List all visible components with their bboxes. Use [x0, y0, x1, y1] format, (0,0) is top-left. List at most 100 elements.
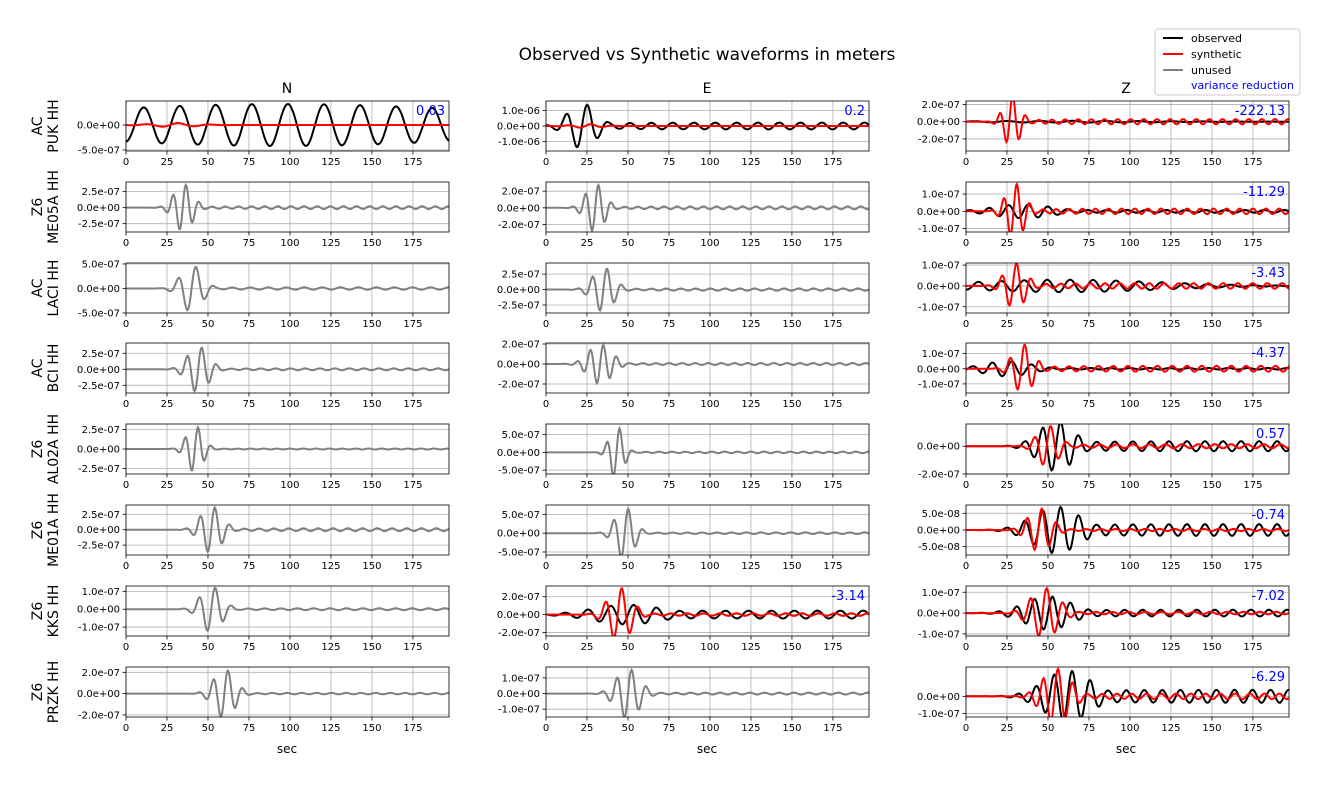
panel-traces: [966, 343, 1289, 392]
x-tick-label: 175: [823, 238, 842, 249]
x-tick-label: 0: [543, 723, 549, 734]
x-tick-label: 125: [741, 561, 760, 572]
unused-trace: [126, 505, 449, 554]
synthetic-trace: [966, 182, 1289, 232]
station-name-label: LACI HH: [46, 260, 62, 317]
x-tick-label: 75: [1083, 399, 1096, 410]
x-tick-label: 0: [543, 157, 549, 168]
x-tick-label: 25: [581, 723, 594, 734]
x-tick-label: 125: [1161, 561, 1180, 572]
y-tick-label: -1.0e-07: [918, 379, 960, 390]
observed-trace: [126, 103, 449, 148]
x-tick-label: 175: [403, 561, 422, 572]
x-tick-label: 25: [1001, 399, 1014, 410]
panel-z6-kks-hh-z: 1.0e-07 0.0e+00 -1.0e-070 25 50 75 100 125 150 17…: [917, 585, 1290, 653]
station-network-label: Z6: [30, 521, 46, 540]
y-tick-label: 0.0e+00: [77, 365, 120, 376]
x-tick-label: 75: [663, 480, 676, 491]
panel-z6-me05a-hh-e: 2.0e-07 0.0e+00 -2.0e-070 25 50 75 100 125 150 17…: [497, 181, 870, 249]
panel-frame: [545, 342, 870, 394]
x-tick-label: 100: [280, 319, 299, 330]
x-tick-label: 150: [362, 642, 381, 653]
panel-traces: [966, 101, 1289, 145]
x-tick-label: 25: [161, 399, 174, 410]
x-tick-label: 50: [622, 319, 635, 330]
x-tick-label: 0: [963, 157, 969, 168]
x-tick-label: 0: [123, 561, 129, 572]
y-tick-label: -1.0e-06: [498, 137, 540, 148]
x-tick-label: 100: [280, 157, 299, 168]
panel-traces: [546, 667, 869, 717]
y-tick-label: -2.5e-07: [78, 219, 120, 230]
unused-trace: [126, 668, 449, 717]
panel-z6-al02a-hh-n: 2.5e-07 0.0e+00 -2.5e-070 25 50 75 100 125 150 17…: [77, 423, 450, 491]
unused-trace: [546, 425, 869, 474]
x-tick-label: 125: [1161, 642, 1180, 653]
panel-z6-kks-hh-n: 1.0e-07 0.0e+00 -1.0e-070 25 50 75 100 125 150 17…: [77, 585, 450, 653]
x-tick-label: 75: [1083, 319, 1096, 330]
panel-ac-puk-hh-e: 1.0e-06 0.0e+00 -1.0e-060 25 50 75 100 125 150 17…: [497, 100, 870, 168]
y-tick-label: -2.0e-07: [498, 628, 540, 639]
y-tick-label: 0.0e+00: [77, 203, 120, 214]
y-tick-label: 0.0e+00: [77, 121, 120, 132]
variance-reduction-value: -3.14: [831, 589, 865, 604]
variance-reduction-value: 0.03: [416, 104, 445, 119]
y-tick-label: 2.5e-07: [82, 187, 120, 198]
synthetic-trace: [966, 263, 1289, 308]
x-tick-label: 100: [1120, 723, 1139, 734]
x-tick-label: 150: [362, 238, 381, 249]
panel-z6-al02a-hh-e: 5.0e-07 0.0e+00 -5.0e-070 25 50 75 100 125 150 17…: [497, 423, 870, 491]
figure-title: Observed vs Synthetic waveforms in meter…: [519, 45, 896, 65]
panel-frame: [545, 181, 870, 233]
x-tick-label: 150: [782, 723, 801, 734]
y-tick-label: 0.0e+00: [497, 285, 540, 296]
panel-traces: [126, 103, 449, 148]
y-tick-label: -1.0e-07: [918, 709, 960, 720]
x-tick-label: 75: [243, 480, 256, 491]
x-tick-label: 25: [581, 480, 594, 491]
y-tick-label: 1.0e-07: [922, 190, 960, 201]
synthetic-trace: [966, 424, 1289, 466]
y-tick-label: 2.0e-07: [82, 668, 120, 679]
panel-frame: [125, 181, 450, 233]
station-network-label: Z6: [30, 440, 46, 459]
column-headers: N E Z: [282, 81, 1131, 97]
x-tick-label: 150: [782, 319, 801, 330]
x-tick-label: 125: [741, 319, 760, 330]
x-tick-label: 0: [123, 157, 129, 168]
y-tick-label: -2.5e-07: [78, 381, 120, 392]
x-tick-label: 25: [1001, 561, 1014, 572]
x-tick-label: 125: [1161, 238, 1180, 249]
x-tick-label: 100: [1120, 319, 1139, 330]
panel-frame: [965, 504, 1290, 556]
x-tick-label: 50: [622, 157, 635, 168]
panel-frame: [965, 181, 1290, 233]
y-tick-label: 0.0e+00: [917, 281, 960, 292]
x-tick-label: 50: [622, 399, 635, 410]
y-tick-label: 0.0e+00: [917, 692, 960, 703]
panel-traces: [546, 343, 869, 386]
x-tick-label: 100: [280, 480, 299, 491]
x-tick-label: 100: [1120, 561, 1139, 572]
panel-ac-puk-hh-n: 0.0e+00 -5.0e-070 25 50 75 100 125 150 175 0.03: [77, 100, 450, 168]
x-tick-label: 50: [622, 480, 635, 491]
y-tick-label: -2.0e-07: [498, 380, 540, 391]
y-tick-label: 2.5e-07: [82, 510, 120, 521]
unused-trace: [126, 346, 449, 393]
unused-trace: [546, 667, 869, 717]
y-tick-label: 0.0e+00: [917, 442, 960, 453]
y-tick-label: 1.0e-07: [922, 261, 960, 272]
unused-trace: [126, 424, 449, 472]
y-tick-label: -5.0e-07: [78, 146, 120, 157]
x-tick-label: 175: [403, 723, 422, 734]
x-tick-label: 150: [782, 642, 801, 653]
y-tick-label: 0.0e+00: [497, 122, 540, 133]
x-tick-label: 25: [1001, 642, 1014, 653]
panel-ac-bci-hh-e: 2.0e-07 0.0e+00 -2.0e-070 25 50 75 100 125 150 17…: [497, 340, 870, 410]
station-name-label: BCI HH: [46, 344, 62, 393]
x-tick-label: 125: [1161, 399, 1180, 410]
x-tick-label: 175: [403, 399, 422, 410]
x-tick-label: 0: [123, 480, 129, 491]
variance-reduction-value: 0.57: [1256, 427, 1285, 442]
